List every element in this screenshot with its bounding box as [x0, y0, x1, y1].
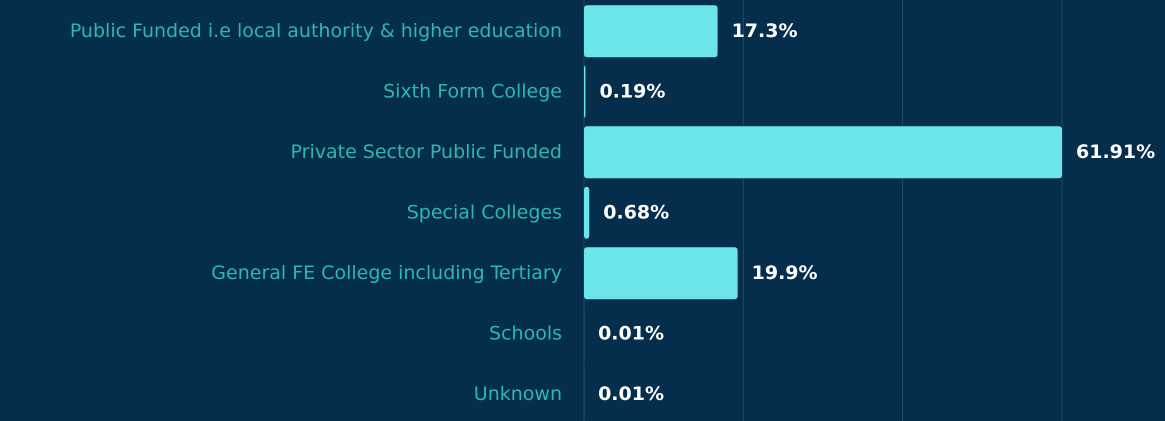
category-label: Private Sector Public Funded: [291, 141, 562, 163]
value-label: 0.01%: [598, 383, 664, 405]
category-label: Schools: [489, 322, 562, 344]
value-label: 17.3%: [732, 20, 798, 42]
bar: [584, 186, 590, 239]
bar: [584, 65, 586, 118]
category-label: Special Colleges: [407, 201, 562, 223]
category-label: Public Funded i.e local authority & high…: [70, 20, 562, 42]
bar: [584, 247, 738, 300]
value-label: 0.19%: [599, 80, 665, 102]
value-label: 61.91%: [1076, 141, 1155, 163]
bar: [584, 5, 718, 58]
category-label: General FE College including Tertiary: [211, 262, 562, 284]
value-label: 0.01%: [598, 322, 664, 344]
category-label: Unknown: [474, 383, 562, 405]
value-label: 0.68%: [603, 201, 669, 223]
value-label: 19.9%: [752, 262, 818, 284]
bar: [584, 126, 1062, 179]
category-label: Sixth Form College: [383, 80, 562, 102]
